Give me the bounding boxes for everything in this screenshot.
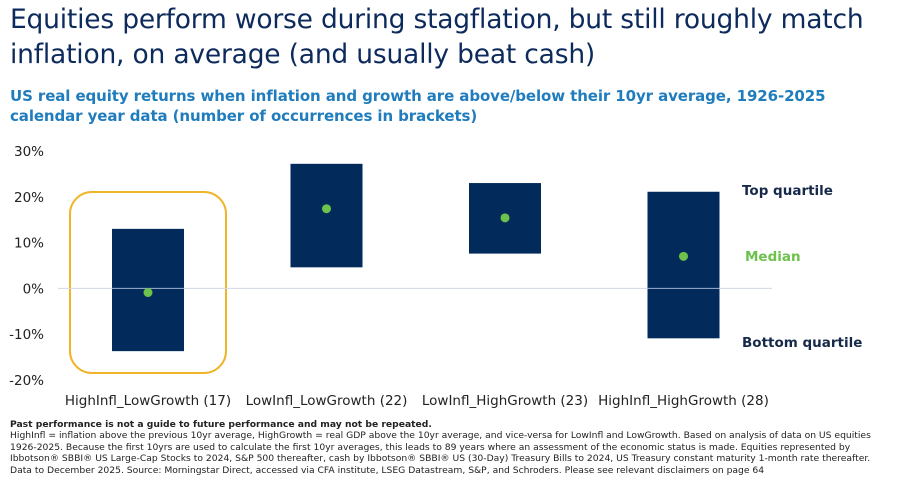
page-title: Equities perform worse during stagflatio… <box>10 4 864 70</box>
median-point <box>322 204 331 214</box>
legend-median: Median <box>745 249 801 265</box>
disclaimer: Past performance is not a guide to futur… <box>10 419 432 430</box>
y-tick-label: -10% <box>9 327 44 343</box>
category-labels: HighInfl_LowGrowth (17) LowInfl_LowGrowth… <box>65 393 769 409</box>
y-tick-label: -20% <box>9 373 44 389</box>
legend-top-quartile: Top quartile <box>742 183 833 199</box>
y-tick-label: 10% <box>14 236 44 252</box>
category-label: LowInfl_HighGrowth (23) <box>422 393 588 409</box>
bars-group <box>112 163 720 352</box>
quartile-bar <box>647 191 720 339</box>
y-tick-label: 0% <box>23 281 45 297</box>
median-point <box>143 288 153 298</box>
legend-bottom-quartile: Bottom quartile <box>742 335 862 351</box>
category-label: LowInfl_LowGrowth (22) <box>246 393 408 409</box>
y-axis-ticks: 30% 20% 10% 0% -10% -20% <box>9 144 44 389</box>
highlight-box <box>69 191 227 374</box>
chart-subtitle: US real equity returns when inflation an… <box>10 87 826 125</box>
highlight-group <box>69 191 227 374</box>
medians-group <box>143 204 688 298</box>
footnote-text: HighInfl = inflation above the previous … <box>10 430 871 476</box>
quartile-bar <box>290 163 363 268</box>
median-point <box>500 213 510 223</box>
legend: Top quartile Median Bottom quartile <box>742 183 862 351</box>
footnote: Past performance is not a guide to futur… <box>10 419 895 476</box>
category-label: HighInfl_HighGrowth (28) <box>598 393 769 409</box>
median-point <box>679 251 688 261</box>
y-tick-label: 30% <box>14 144 44 160</box>
y-tick-label: 20% <box>14 190 44 206</box>
category-label: HighInfl_LowGrowth (17) <box>65 393 231 409</box>
